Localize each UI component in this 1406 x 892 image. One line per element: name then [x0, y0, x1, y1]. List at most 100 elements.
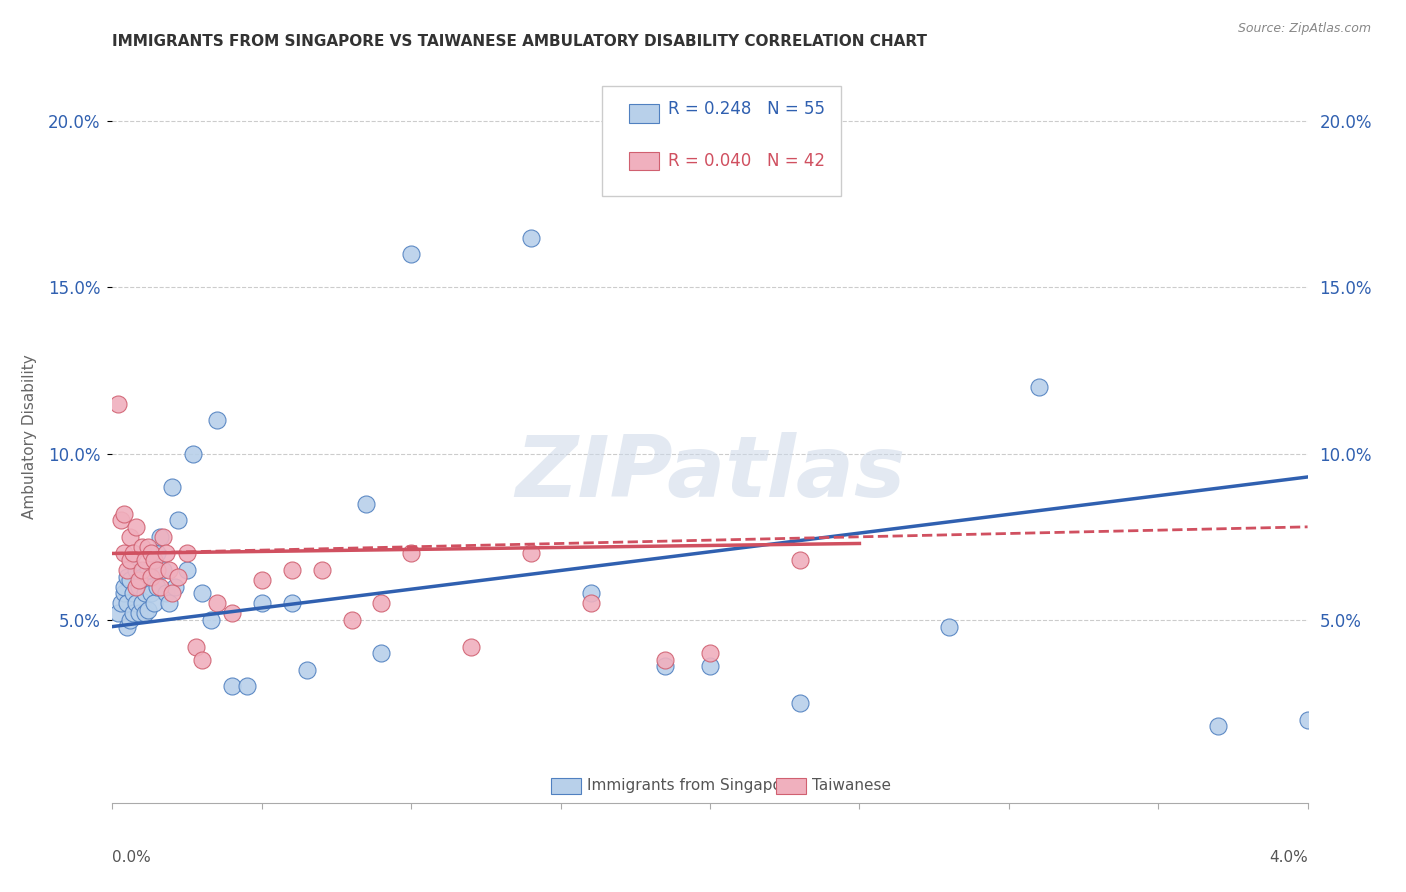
Text: Source: ZipAtlas.com: Source: ZipAtlas.com — [1237, 22, 1371, 36]
Point — [134, 586, 156, 600]
Point — [125, 520, 148, 534]
Point — [520, 230, 543, 244]
Point — [155, 546, 177, 560]
Point — [1206, 719, 1229, 733]
Point — [167, 513, 190, 527]
Point — [146, 546, 169, 560]
Point — [236, 680, 259, 694]
Point — [134, 553, 156, 567]
Point — [340, 613, 363, 627]
FancyBboxPatch shape — [628, 104, 658, 122]
Text: Immigrants from Singapore: Immigrants from Singapore — [586, 779, 797, 794]
Point — [149, 530, 172, 544]
Point — [120, 573, 142, 587]
Point — [401, 546, 423, 560]
Point — [250, 596, 273, 610]
Point — [295, 663, 318, 677]
Point — [114, 507, 135, 521]
Point — [110, 596, 132, 610]
Point — [167, 570, 190, 584]
Text: 0.0%: 0.0% — [112, 850, 152, 865]
Point — [114, 586, 135, 600]
Point — [281, 563, 304, 577]
Text: Taiwanese: Taiwanese — [811, 779, 890, 794]
FancyBboxPatch shape — [628, 152, 658, 170]
Point — [181, 447, 204, 461]
Point — [250, 573, 273, 587]
Point — [370, 596, 392, 610]
Point — [520, 546, 543, 560]
Point — [157, 596, 180, 610]
Point — [122, 586, 145, 600]
Point — [141, 546, 163, 560]
Point — [162, 480, 183, 494]
Point — [1296, 713, 1319, 727]
Point — [125, 596, 148, 610]
Point — [131, 563, 153, 577]
FancyBboxPatch shape — [776, 778, 806, 794]
Point — [114, 546, 135, 560]
Point — [122, 546, 145, 560]
Point — [141, 580, 163, 594]
Point — [125, 563, 148, 577]
Point — [152, 530, 174, 544]
Point — [131, 540, 153, 554]
Text: R = 0.248   N = 55: R = 0.248 N = 55 — [668, 101, 825, 119]
Point — [205, 413, 228, 427]
Text: 4.0%: 4.0% — [1268, 850, 1308, 865]
Point — [122, 607, 145, 621]
Point — [200, 613, 222, 627]
Point — [654, 659, 676, 673]
Point — [938, 619, 960, 633]
Point — [114, 580, 135, 594]
Point — [107, 607, 129, 621]
Point — [120, 553, 142, 567]
Point — [131, 570, 153, 584]
Point — [152, 563, 174, 577]
Point — [146, 563, 169, 577]
Point — [579, 586, 602, 600]
Point — [120, 613, 142, 627]
Point — [789, 553, 811, 567]
Point — [699, 659, 721, 673]
Point — [165, 580, 187, 594]
Point — [699, 646, 721, 660]
Point — [401, 247, 423, 261]
Point — [191, 586, 214, 600]
Point — [176, 546, 198, 560]
Point — [143, 553, 166, 567]
Point — [117, 563, 139, 577]
Point — [176, 563, 198, 577]
Text: ZIPatlas: ZIPatlas — [515, 432, 905, 516]
Point — [110, 513, 132, 527]
Point — [125, 580, 148, 594]
Point — [117, 619, 139, 633]
Point — [117, 570, 139, 584]
Point — [157, 563, 180, 577]
Point — [221, 680, 243, 694]
Point — [356, 497, 378, 511]
Point — [138, 540, 160, 554]
Point — [131, 596, 153, 610]
Point — [117, 596, 139, 610]
Point — [149, 580, 172, 594]
Point — [138, 563, 160, 577]
Point — [205, 596, 228, 610]
Point — [311, 563, 333, 577]
Point — [162, 586, 183, 600]
Point — [141, 586, 163, 600]
Point — [128, 580, 150, 594]
Point — [138, 603, 160, 617]
FancyBboxPatch shape — [551, 778, 581, 794]
Point — [107, 397, 129, 411]
Text: R = 0.040   N = 42: R = 0.040 N = 42 — [668, 152, 825, 169]
Point — [143, 596, 166, 610]
Point — [155, 586, 177, 600]
Point — [579, 596, 602, 610]
FancyBboxPatch shape — [603, 86, 842, 195]
Point — [281, 596, 304, 610]
Point — [134, 607, 156, 621]
Point — [1028, 380, 1050, 394]
Y-axis label: Ambulatory Disability: Ambulatory Disability — [22, 355, 37, 519]
Point — [186, 640, 208, 654]
